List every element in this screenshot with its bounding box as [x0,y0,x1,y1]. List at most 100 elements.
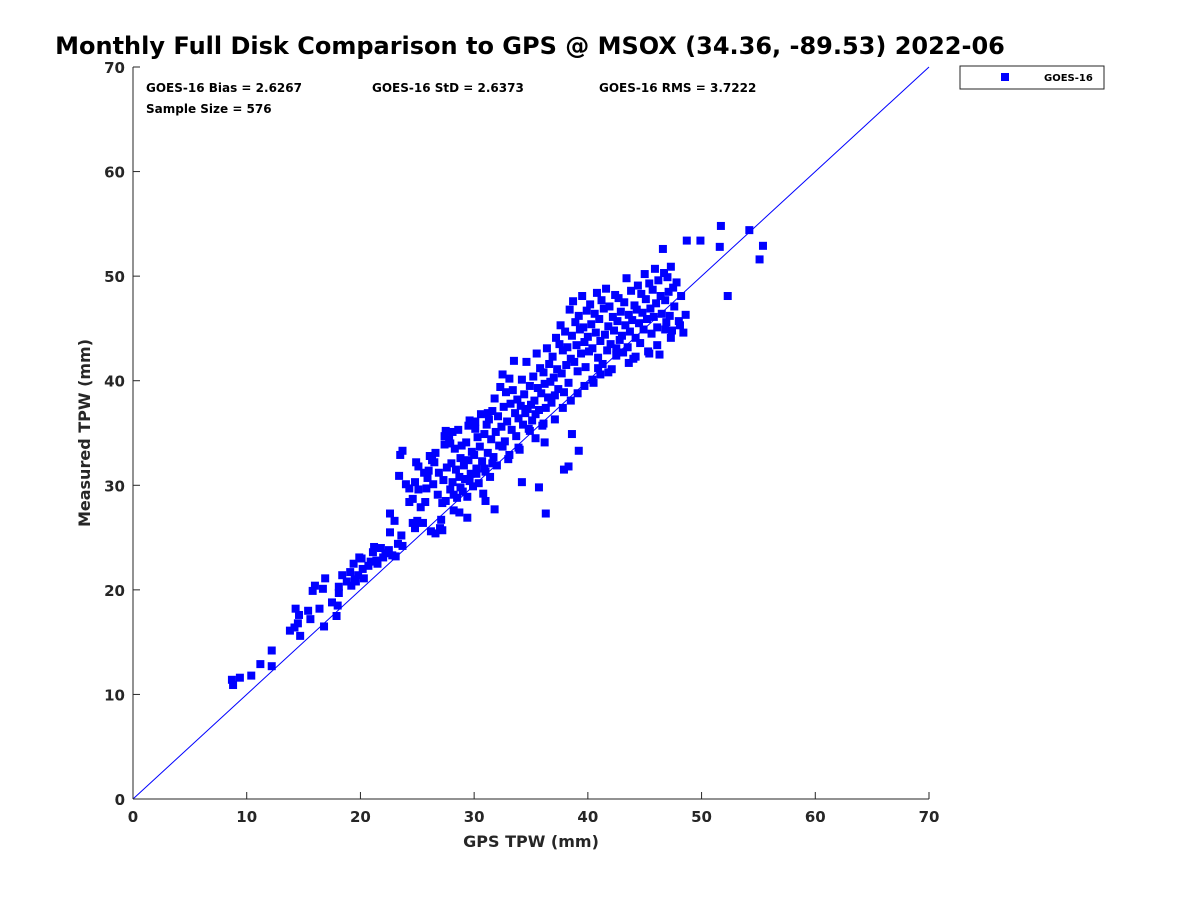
x-tick-label: 30 [464,808,485,826]
data-point [328,598,336,607]
data-point [505,450,514,459]
data-point [464,421,473,430]
data-point [448,478,457,487]
data-point [682,236,691,245]
data-point [621,321,630,330]
data-point [566,396,575,405]
data-point [540,438,549,447]
data-point [645,349,654,358]
data-point [434,468,443,477]
data-point [450,444,459,453]
data-point [481,496,490,505]
data-point [638,308,647,317]
legend-label: GOES-16 [1044,73,1093,84]
data-point [437,515,446,524]
data-point [571,318,580,327]
data-point [745,226,754,235]
data-point [397,531,406,540]
data-point [563,343,572,352]
data-point [514,443,523,452]
data-point [542,344,551,353]
data-point [696,236,705,245]
data-point [567,331,576,340]
data-point [596,336,605,345]
data-point [647,329,656,338]
data-point [396,450,405,459]
data-point [520,390,529,399]
data-point [642,315,651,324]
data-point [534,483,543,492]
data-point [405,484,414,493]
data-point [342,577,351,586]
data-point [648,285,657,294]
data-point [379,553,388,562]
data-point [635,319,644,328]
data-point [559,465,568,474]
data-point [385,509,394,518]
data-point [521,409,530,418]
data-point [497,422,506,431]
data-point [628,316,637,325]
data-point [550,415,559,424]
data-point [598,359,607,368]
data-point [291,604,300,613]
data-point [666,333,675,342]
data-point [414,485,423,494]
data-point [285,626,294,635]
data-point [454,425,463,434]
data-point [508,386,517,395]
data-point [471,417,480,426]
x-tick-label: 40 [577,808,598,826]
data-point [550,391,559,400]
data-point [332,612,341,620]
data-point [565,305,574,314]
data-point [531,410,540,419]
data-point [318,584,327,593]
data-point [457,441,466,450]
data-point [247,671,256,680]
data-point [530,396,539,405]
data-point [548,352,557,361]
data-point [290,623,299,632]
data-point [472,469,481,478]
data-point [424,466,433,475]
data-point [578,292,587,301]
data-point [368,548,377,557]
data-point [461,475,470,484]
data-point [473,433,482,442]
data-point [463,492,472,501]
data-point [588,375,597,384]
data-point [482,420,491,429]
data-point [625,327,634,336]
data-point [438,526,447,535]
data-point [440,432,449,441]
data-point [670,302,679,311]
data-point [405,498,414,507]
data-point [446,439,455,448]
data-point [267,662,276,671]
data-point [545,359,554,368]
data-point [531,434,540,443]
data-point [431,529,440,538]
x-tick-label: 0 [128,808,138,826]
data-point [562,361,571,370]
data-point [433,490,442,499]
data-point [431,448,440,457]
data-point [541,403,550,412]
data-point [592,288,601,297]
data-point [293,619,302,628]
data-point [500,437,509,446]
data-point [267,646,276,655]
data-point [528,416,537,425]
data-point [358,564,367,573]
data-point [657,309,666,318]
data-point [441,496,450,505]
data-point [534,405,543,414]
data-point [624,310,633,319]
data-point [517,375,526,384]
data-point [463,513,472,522]
data-point [308,586,317,595]
std-stat: GOES-16 StD = 2.6373 [372,81,524,95]
data-point [755,255,764,264]
data-point [449,506,458,515]
